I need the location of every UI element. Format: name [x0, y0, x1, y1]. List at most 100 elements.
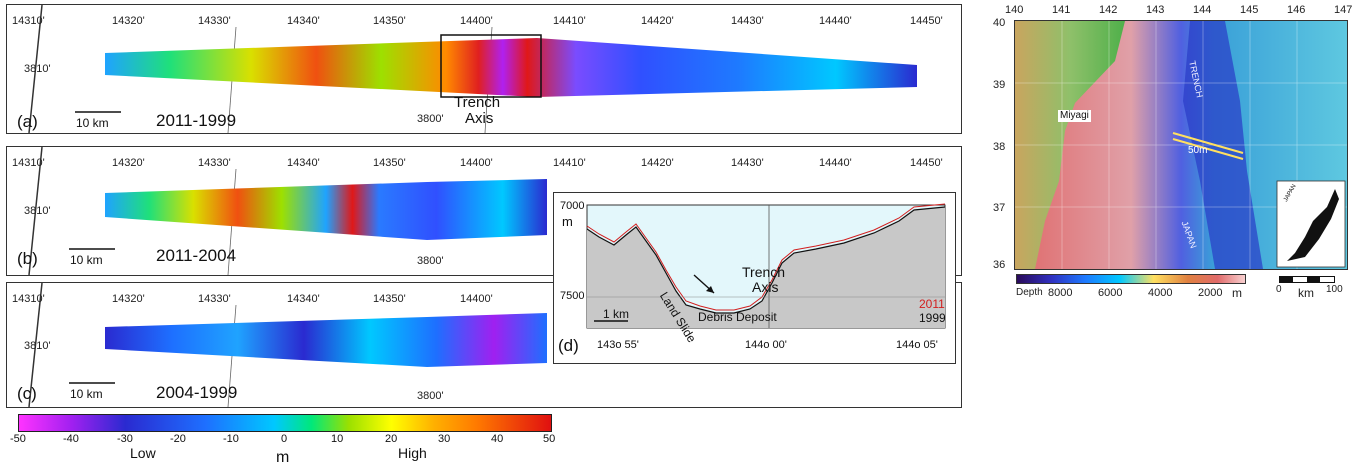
legend-2011: 2011 [919, 297, 945, 311]
panel-c-years: 2004-1999 [156, 383, 238, 402]
panel-b-lon-tick: 14400' [460, 157, 493, 169]
depth-profile-panel [553, 192, 956, 364]
depth-colorbar [1016, 274, 1246, 284]
panel-b-lon-tick: 14320' [112, 157, 145, 169]
panel-c-label: (c) [17, 384, 37, 403]
index-map-graphics [1015, 21, 1347, 269]
index-map-lon-tick: 145 [1240, 4, 1259, 16]
colorbar-tick: 40 [491, 433, 504, 445]
panel-c-graphics [28, 283, 547, 407]
difference-panel-a [6, 4, 962, 134]
index-map-lon-tick: 144 [1193, 4, 1212, 16]
colorbar-tick: -30 [117, 433, 133, 445]
axis-label: Axis [752, 279, 779, 295]
panel-b-lat-tick: 3800' [417, 255, 444, 267]
trench-axis-label: Axis [465, 110, 494, 127]
panel-c-lon-tick: 14350' [373, 293, 406, 305]
index-map-lon-tick: 142 [1099, 4, 1118, 16]
colorbar-tick: -50 [10, 433, 26, 445]
panel-b-lon-tick: 14330' [198, 157, 231, 169]
panel-a-lat-tick: 3810' [24, 63, 51, 75]
panel-c-lat-tick: 3810' [24, 340, 51, 352]
panel-c-lon-tick: 14320' [112, 293, 145, 305]
trench-axis-label: Trench [454, 94, 501, 111]
km-scale-tick: 100 [1326, 284, 1343, 295]
index-map-lat-tick: 36 [993, 259, 1006, 271]
colorbar-low-label: Low [130, 445, 156, 461]
panel-b-scale-label: 10 km [70, 253, 103, 267]
panel-a-lon-tick: 14340' [287, 15, 320, 27]
difference-colorbar [18, 414, 552, 432]
colorbar-tick: -10 [223, 433, 239, 445]
panel-b-lon-tick: 14310' [12, 157, 45, 169]
panel-a-lon-tick: 14430' [731, 15, 764, 27]
colorbar-high-label: High [398, 445, 427, 461]
panel-a-lon-tick: 14450' [910, 15, 943, 27]
depth-profile-graphics [586, 203, 946, 329]
km-scale-tick: 0 [1276, 284, 1282, 295]
index-map-lon-tick: 143 [1146, 4, 1165, 16]
panel-a-lon-tick: 14330' [198, 15, 231, 27]
colorbar-tick: 20 [385, 433, 398, 445]
depth-colorbar-unit: m [1232, 286, 1242, 300]
colorbar-tick: -20 [170, 433, 186, 445]
panel-c-lon-tick: 14400' [460, 293, 493, 305]
panel-a-graphics [28, 5, 917, 133]
profile-x-tick: 144o 05' [896, 339, 938, 351]
panel-a-years: 2011-1999 [156, 111, 237, 130]
panel-b-years: 2011-2004 [156, 246, 237, 265]
panel-b-lon-tick: 14340' [287, 157, 320, 169]
colorbar-tick: 30 [438, 433, 451, 445]
profile-y-tick: 7000 [560, 200, 585, 212]
panel-c-lon-tick: 14340' [287, 293, 320, 305]
offset-label: 50m [1188, 145, 1208, 156]
colorbar-tick: 50 [543, 433, 556, 445]
panel-a-lon-tick: 14440' [819, 15, 852, 27]
colorbar-tick: 10 [331, 433, 344, 445]
panel-a-scale-label: 10 km [76, 116, 109, 130]
index-map-lon-tick: 147 [1334, 4, 1353, 16]
panel-c-scale-label: 10 km [70, 387, 103, 401]
panel-a-lon-tick: 14350' [373, 15, 406, 27]
index-map-lon-tick: 141 [1052, 4, 1071, 16]
debris-deposit-label: Debris Deposit [698, 310, 777, 324]
panel-a-lon-tick: 14420' [641, 15, 674, 27]
profile-y-tick: 7500 [560, 290, 585, 302]
panel-c-lat-tick: 3800' [417, 390, 444, 402]
profile-scale-label: 1 km [603, 307, 630, 321]
depth-colorbar-tick: 2000 [1198, 287, 1223, 299]
panel-a-label: (a) [17, 112, 38, 131]
profile-x-tick: 144o 00' [745, 339, 787, 351]
index-map-lat-tick: 39 [993, 79, 1006, 91]
panel-b-lon-tick: 14440' [819, 157, 852, 169]
trench-label: Trench [742, 264, 786, 280]
index-map-lat-tick: 38 [993, 141, 1006, 153]
index-map-lon-tick: 146 [1287, 4, 1306, 16]
index-map-lat-tick: 40 [993, 17, 1006, 29]
panel-a-lon-tick: 14410' [553, 15, 586, 27]
profile-panel-label: (d) [558, 336, 579, 355]
panel-b-label: (b) [17, 249, 38, 268]
colorbar-tick: -40 [63, 433, 79, 445]
miyagi-label: Miyagi [1058, 110, 1091, 122]
panel-a-lon-tick: 14320' [112, 15, 145, 27]
index-map [1014, 20, 1348, 270]
km-scale-unit: km [1298, 286, 1314, 300]
panel-b-graphics [28, 147, 547, 275]
profile-y-unit: m [562, 214, 573, 229]
colorbar-tick: 0 [281, 433, 288, 445]
panel-a-lon-tick: 14400' [460, 15, 493, 27]
depth-colorbar-tick: 8000 [1048, 287, 1073, 299]
panel-b-lon-tick: 14430' [731, 157, 764, 169]
depth-colorbar-tick: 4000 [1148, 287, 1173, 299]
km-scale-bar [1279, 276, 1335, 283]
panel-c-lon-tick: 14330' [198, 293, 231, 305]
panel-a-lon-tick: 14310' [12, 15, 45, 27]
panel-b-lon-tick: 14420' [641, 157, 674, 169]
panel-b-lat-tick: 3810' [24, 205, 51, 217]
panel-c-lon-tick: 14310' [12, 293, 45, 305]
index-map-lat-tick: 37 [993, 202, 1006, 214]
colorbar-unit-label: m [276, 449, 290, 466]
panel-a-lat-tick: 3800' [417, 113, 444, 125]
panel-b-lon-tick: 14350' [373, 157, 406, 169]
